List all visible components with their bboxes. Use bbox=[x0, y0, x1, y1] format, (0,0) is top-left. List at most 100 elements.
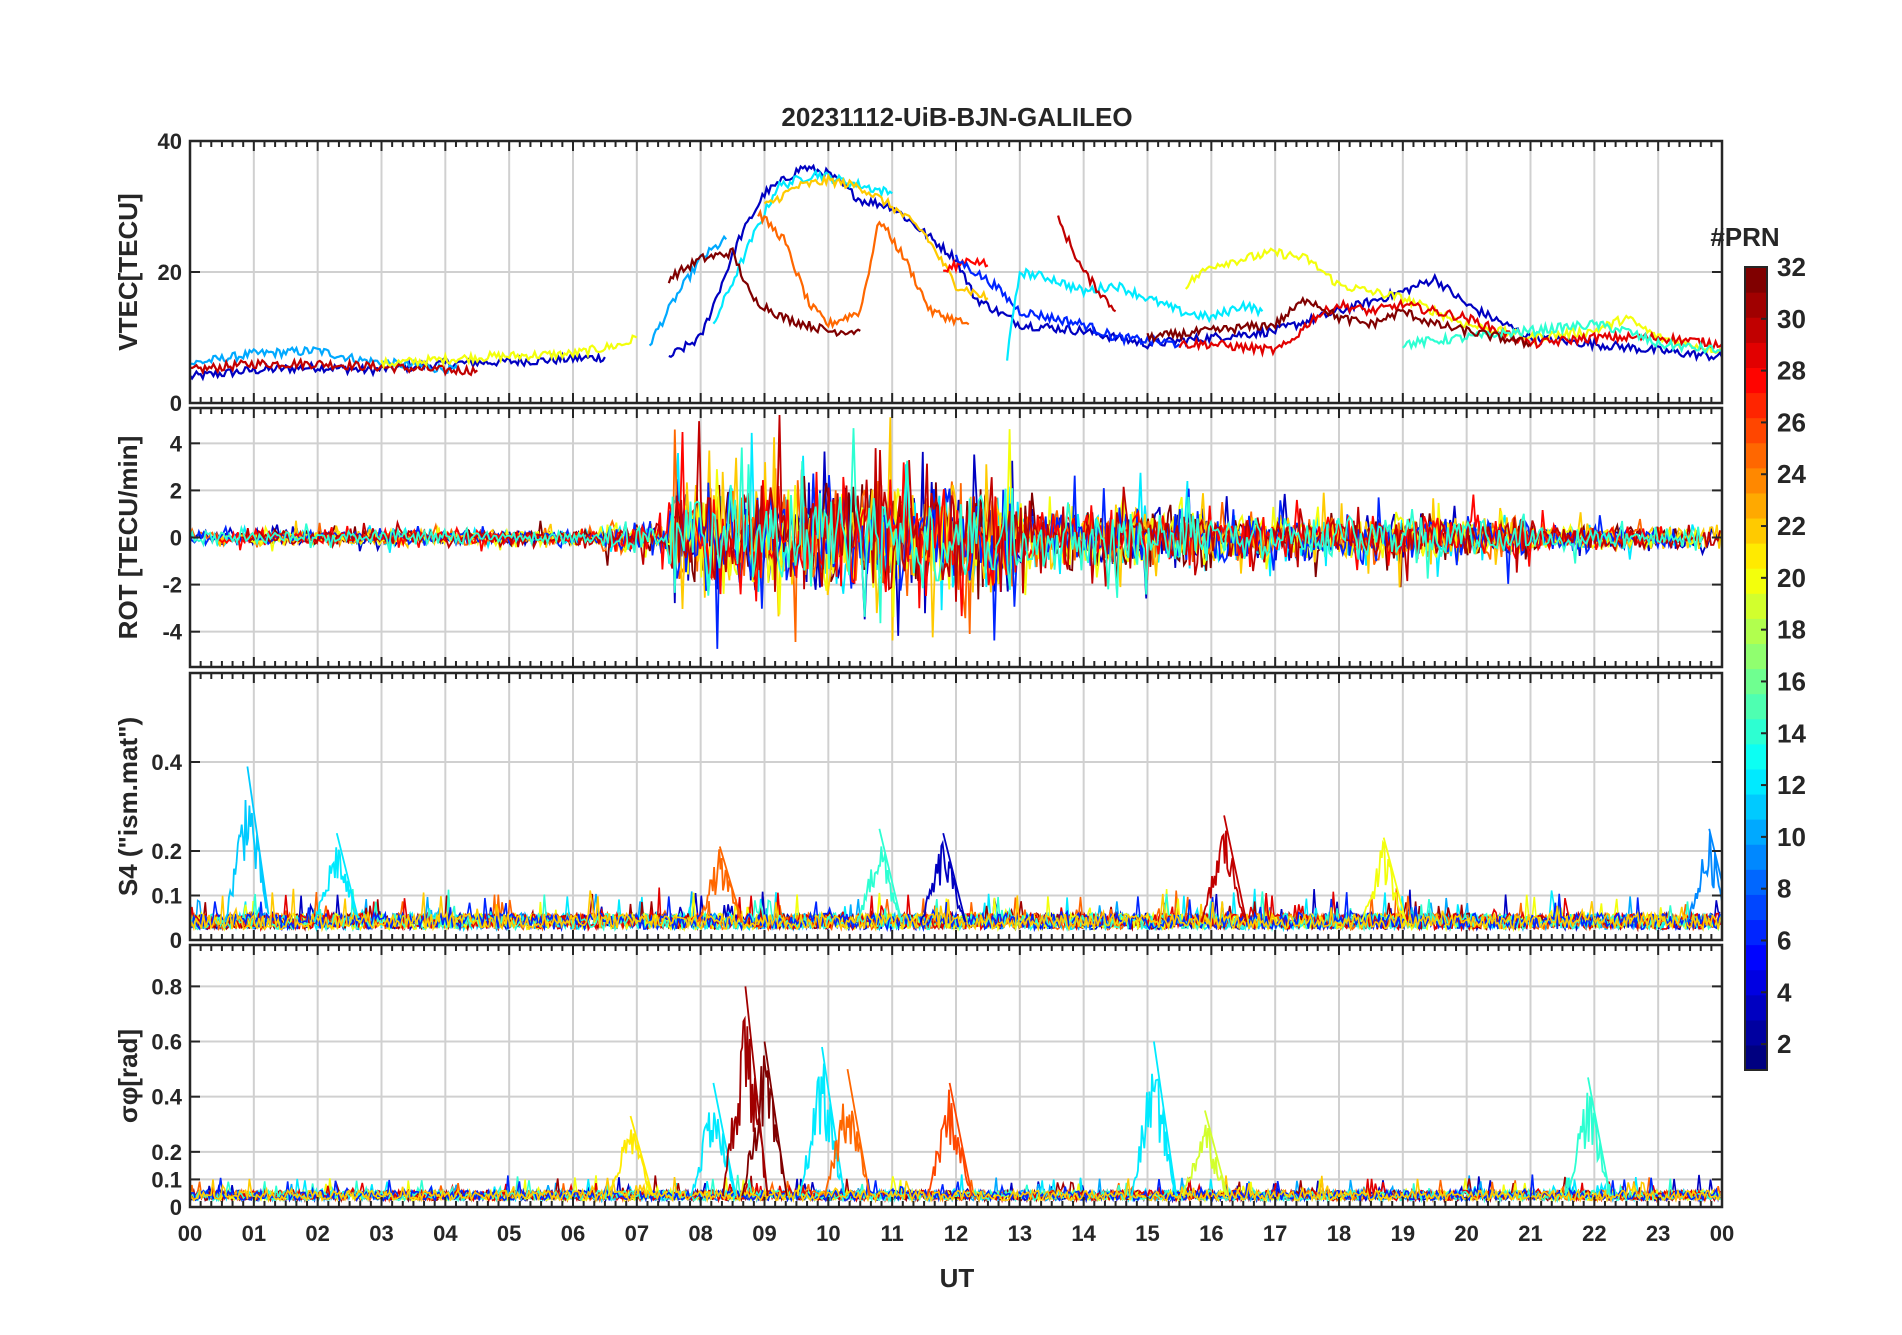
rot-series-line bbox=[190, 428, 1704, 624]
colorbar-segment bbox=[1745, 568, 1767, 594]
colorbar-label: #PRN bbox=[1710, 222, 1779, 252]
colorbar-segment bbox=[1745, 718, 1767, 745]
vtec-series-line bbox=[1178, 298, 1722, 358]
colorbar-tick-label: 4 bbox=[1777, 977, 1792, 1007]
s4-peak-line bbox=[696, 846, 744, 923]
y-axis-label-sigma: σφ[rad] bbox=[113, 1029, 143, 1123]
sigma-peak-line bbox=[798, 1046, 846, 1197]
y-tick-label: 0 bbox=[170, 526, 182, 551]
colorbar-segment bbox=[1745, 643, 1767, 670]
y-tick-label: 0.4 bbox=[151, 1085, 182, 1110]
s4-series-line bbox=[190, 888, 1721, 933]
panels-group: 0 20 40 VTEC[TECU] -4 -2 0 2 4 ROT [TECU/min] 0 0.1… bbox=[113, 129, 1724, 1220]
x-tick-label: 20 bbox=[1454, 1221, 1478, 1246]
y-tick-label: 0.8 bbox=[151, 974, 182, 999]
x-tick-label: 03 bbox=[369, 1221, 393, 1246]
colorbar-segment bbox=[1745, 793, 1767, 820]
colorbar-segment bbox=[1745, 417, 1767, 444]
vtec-series-line bbox=[954, 254, 1181, 349]
colorbar-frame bbox=[1744, 266, 1768, 1071]
x-tick-label: 15 bbox=[1135, 1221, 1159, 1246]
colorbar-segment bbox=[1745, 1044, 1767, 1071]
sigma-peak-line bbox=[741, 1041, 788, 1197]
colorbar-segment bbox=[1745, 543, 1767, 569]
panel-s4: 0 0.1 0.2 0.4 S4 ("ism.mat") bbox=[113, 671, 1724, 953]
colorbar-segment bbox=[1745, 317, 1767, 343]
colorbar-segment bbox=[1745, 467, 1767, 494]
colorbar-tick-label: 10 bbox=[1777, 822, 1806, 852]
x-tick-label: 05 bbox=[497, 1221, 521, 1246]
x-tick-label: 10 bbox=[816, 1221, 840, 1246]
x-tick-label: 18 bbox=[1327, 1221, 1351, 1246]
colorbar-segment bbox=[1745, 618, 1767, 644]
y-tick-label: -4 bbox=[162, 620, 182, 645]
y-tick-label: 40 bbox=[158, 129, 182, 154]
x-tick-label: 22 bbox=[1582, 1221, 1606, 1246]
colorbar-segment bbox=[1745, 517, 1767, 544]
rot-series-line bbox=[241, 414, 1721, 602]
y-tick-label: 0 bbox=[170, 1195, 182, 1220]
vtec-series-line bbox=[648, 234, 728, 347]
vtec-series-line bbox=[1057, 215, 1117, 313]
y-tick-label: 20 bbox=[158, 260, 182, 285]
colorbar-tick-label: 6 bbox=[1777, 925, 1791, 955]
y-tick-label: 0.6 bbox=[151, 1030, 182, 1055]
colorbar-segment bbox=[1745, 994, 1767, 1021]
colorbar-segment bbox=[1745, 392, 1767, 419]
sigma-peak-line bbox=[926, 1082, 973, 1197]
x-tick-labels: 00 01 02 03 04 05 06 07 08 09 10 11 12 13 14 15 16 17 18 19… bbox=[178, 1221, 1734, 1246]
colorbar-tick-label: 8 bbox=[1777, 874, 1791, 904]
x-tick-label: 23 bbox=[1646, 1221, 1670, 1246]
x-tick-label: 16 bbox=[1199, 1221, 1223, 1246]
colorbar-segment bbox=[1745, 292, 1767, 318]
y-axis-label-rot: ROT [TECU/min] bbox=[113, 436, 143, 640]
colorbar-segment bbox=[1745, 593, 1767, 619]
x-tick-label: 13 bbox=[1008, 1221, 1032, 1246]
sigma-series-line bbox=[190, 1175, 1721, 1204]
x-tick-label: 19 bbox=[1391, 1221, 1415, 1246]
colorbar-segment bbox=[1745, 819, 1767, 845]
vtec-series-line bbox=[190, 356, 478, 377]
vtec-series-line bbox=[667, 246, 861, 338]
colorbar-segment bbox=[1745, 743, 1767, 770]
sigma-peak-line bbox=[722, 986, 769, 1197]
colorbar-segment bbox=[1745, 919, 1767, 946]
x-tick-label: 08 bbox=[688, 1221, 712, 1246]
vtec-series-line bbox=[757, 208, 970, 330]
colorbar-segment bbox=[1745, 442, 1767, 469]
y-tick-label: -2 bbox=[162, 573, 182, 598]
y-tick-label: 4 bbox=[170, 431, 183, 456]
colorbar-segment bbox=[1745, 668, 1767, 695]
sigma-peak-line bbox=[607, 1115, 654, 1197]
colorbar-tick-label: 20 bbox=[1777, 563, 1806, 593]
x-tick-label: 06 bbox=[561, 1221, 585, 1246]
colorbar-segment bbox=[1745, 367, 1767, 394]
s4-peak-line bbox=[920, 832, 967, 923]
colorbar-tick-label: 30 bbox=[1777, 304, 1806, 334]
y-axis-label-s4: S4 ("ism.mat") bbox=[113, 717, 143, 896]
colorbar-segment bbox=[1745, 492, 1767, 519]
x-tick-label: 12 bbox=[944, 1221, 968, 1246]
y-tick-label: 0 bbox=[170, 928, 182, 953]
x-tick-label: 09 bbox=[752, 1221, 776, 1246]
s4-peak-line bbox=[856, 828, 903, 923]
s4-peak-line bbox=[1686, 828, 1722, 923]
colorbar-segment bbox=[1745, 894, 1767, 921]
x-tick-label: 04 bbox=[433, 1221, 458, 1246]
vtec-series-line bbox=[1146, 295, 1532, 350]
colorbar-tick-label: 28 bbox=[1777, 356, 1806, 386]
y-axis-label-vtec: VTEC[TECU] bbox=[113, 193, 143, 350]
sigma-peak-line bbox=[1130, 1041, 1178, 1197]
colorbar-tick-label: 22 bbox=[1777, 511, 1806, 541]
x-axis-label: UT bbox=[940, 1263, 975, 1293]
colorbar-tick-label: 12 bbox=[1777, 770, 1806, 800]
x-ticks-vtec bbox=[189, 141, 1723, 403]
s4-peak-line bbox=[1360, 837, 1407, 923]
series-vtec bbox=[190, 163, 1722, 382]
colorbar-tick-label: 16 bbox=[1777, 666, 1806, 696]
x-tick-label: 00 bbox=[178, 1221, 202, 1246]
panel-sigma: 0 0.10.2 0.4 0.6 0.8 σφ[rad] bbox=[113, 943, 1724, 1220]
colorbar-tick-label: 2 bbox=[1777, 1029, 1791, 1059]
